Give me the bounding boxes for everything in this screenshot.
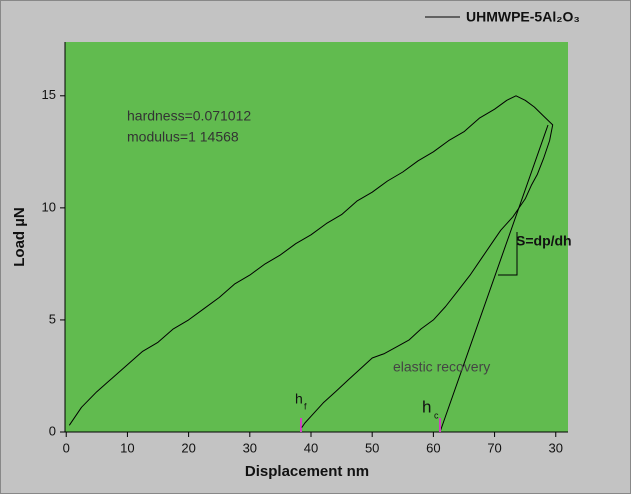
x-tick-label: 70 <box>487 440 501 455</box>
plot-area <box>65 42 568 432</box>
x-tick-label: 10 <box>120 440 134 455</box>
tangent-line <box>439 124 549 433</box>
annotation: c <box>434 410 439 420</box>
x-tick-label: 0 <box>63 440 70 455</box>
y-axis-label: Load µN <box>11 207 28 266</box>
annotation: elastic recovery <box>393 359 490 375</box>
annotation: hardness=0.071012 <box>127 108 251 124</box>
annotation: h <box>295 391 303 407</box>
data-line <box>68 95 554 428</box>
annotation: modulus=1 14568 <box>127 129 239 145</box>
x-tick-label: 30 <box>243 440 257 455</box>
legend-label: UHMWPE-5Al₂O₃ <box>466 9 580 25</box>
slope-triangle <box>498 232 518 276</box>
x-tick-label: 60 <box>426 440 440 455</box>
annotation: S=dp/dh <box>516 233 572 249</box>
annotation: f <box>304 401 307 411</box>
y-tick-label: 15 <box>42 87 56 102</box>
y-tick-label: 0 <box>49 423 56 438</box>
y-tick-label: 5 <box>49 311 56 326</box>
x-tick-label: 40 <box>304 440 318 455</box>
x-tick-label: 20 <box>181 440 195 455</box>
annotation: h <box>422 397 431 416</box>
x-tick-label: 30 <box>549 440 563 455</box>
x-axis-label: Displacement nm <box>245 463 369 480</box>
x-tick-label: 50 <box>365 440 379 455</box>
y-tick-label: 10 <box>42 199 56 214</box>
